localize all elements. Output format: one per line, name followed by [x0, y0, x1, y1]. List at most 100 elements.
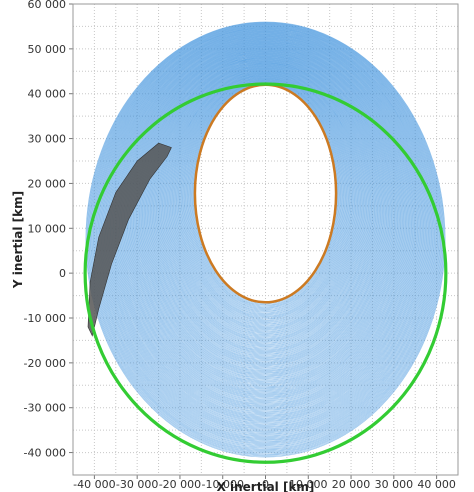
- trajectory-orbit-line: [95, 27, 436, 444]
- trajectory-orbit-line: [180, 76, 351, 324]
- trajectory-orbit-line: [143, 54, 388, 376]
- trajectory-orbit-line: [85, 21, 446, 458]
- y-tick-label: -40 000: [24, 447, 66, 460]
- trajectory-orbit-line: [176, 73, 355, 329]
- trajectory-orbit-line: [147, 57, 384, 369]
- trajectory-orbit-line: [94, 26, 437, 445]
- y-tick-label: -10 000: [24, 312, 66, 325]
- trajectory-orbit-line: [182, 77, 349, 320]
- trajectory-orbit-line: [161, 65, 370, 350]
- x-tick-label: -40 000: [73, 478, 115, 491]
- x-tick-label: 10 000: [289, 478, 328, 491]
- trajectory-orbit-line: [188, 80, 343, 312]
- trajectory-orbit-line: [154, 61, 377, 361]
- trajectory-orbit-line: [138, 52, 393, 382]
- trajectory-orbit-line: [92, 25, 439, 448]
- trajectory-orbit-line: [170, 70, 361, 337]
- trajectory-orbit-line: [164, 67, 367, 345]
- y-axis-title: Y inertial [km]: [11, 191, 25, 289]
- trajectory-orbit-line: [148, 57, 383, 368]
- trajectory-orbit-line: [175, 73, 356, 330]
- y-tick-label: 20 000: [28, 177, 67, 190]
- y-tick-label: 50 000: [28, 43, 67, 56]
- trajectory-orbit-line: [177, 74, 354, 327]
- trajectory-orbit-line: [155, 61, 376, 359]
- target-orbit-circle: [83, 82, 448, 464]
- trajectory-orbit-line: [133, 49, 398, 390]
- trajectory-orbit-line: [152, 60, 379, 363]
- trajectory-orbit-line: [157, 63, 374, 356]
- trajectory-orbit-line: [141, 54, 390, 378]
- trajectory-orbit-line: [130, 47, 401, 394]
- tick-label-layer: -40 000 -30 000 -20 000 -10 000 0 10 000 20 00…: [24, 0, 456, 491]
- trajectory-orbit-line: [134, 49, 397, 389]
- trajectory-orbit-line: [184, 78, 347, 318]
- trajectory-orbit-line: [170, 70, 361, 337]
- trajectory-orbit-line: [139, 52, 392, 381]
- trajectory-orbit-line: [190, 82, 341, 309]
- trajectory-orbit-line: [174, 72, 357, 331]
- trajectory-orbit-line: [135, 50, 396, 387]
- trajectory-orbit-line: [131, 48, 400, 393]
- trajectory-orbit-line: [181, 76, 350, 322]
- trajectory-orbit-line: [183, 77, 348, 319]
- trajectory-orbit-line: [159, 64, 372, 353]
- trajectory-orbit-line: [157, 62, 374, 356]
- trajectory-orbit-line: [97, 28, 434, 442]
- trajectory-orbit-line: [149, 58, 382, 368]
- trajectory-orbit-line: [172, 71, 359, 335]
- trajectory-orbit-line: [140, 53, 391, 380]
- trajectory-orbit-line: [146, 56, 385, 372]
- trajectory-orbit-line: [175, 73, 356, 331]
- trajectory-orbit-line: [152, 60, 379, 362]
- trajectory-orbit-line: [94, 26, 437, 446]
- trajectory-orbit-line: [163, 66, 368, 348]
- trajectory-orbit-line: [150, 58, 381, 366]
- trajectory-orbit-line: [141, 53, 390, 379]
- trajectory-orbit-line: [169, 70, 362, 338]
- y-tick-label: 30 000: [28, 133, 67, 146]
- trajectory-orbit-line: [186, 79, 345, 314]
- trajectory-orbit-line: [128, 46, 403, 397]
- y-tick-label: 0: [59, 267, 66, 280]
- trajectory-orbit-line: [129, 46, 402, 396]
- x-tick-label: 40 000: [417, 478, 456, 491]
- trajectory-orbit-line: [127, 46, 404, 398]
- x-axis-title: X inertial [km]: [217, 480, 315, 492]
- trajectory-orbit-line: [90, 24, 441, 450]
- trajectory-orbit-line: [172, 71, 359, 334]
- trajectory-orbit-line: [166, 68, 365, 344]
- trajectory-orbit-line: [93, 26, 438, 447]
- trajectory-orbit-line: [154, 61, 377, 360]
- trajectory-orbit-line: [161, 65, 370, 350]
- trajectory-orbit-line: [178, 75, 353, 326]
- y-tick-label: -30 000: [24, 402, 66, 415]
- x-tick-label: -10 000: [201, 478, 243, 491]
- trajectory-orbit-line: [95, 27, 436, 443]
- x-tick-label: -20 000: [159, 478, 201, 491]
- trajectory-orbit-line: [160, 64, 371, 351]
- trajectory-orbit-line: [185, 79, 346, 316]
- x-tick-label: 0: [262, 478, 269, 491]
- trajectory-orbit-line: [144, 55, 387, 374]
- trajectory-orbit-line: [140, 53, 391, 380]
- trajectory-orbit-line: [135, 50, 396, 386]
- y-tick-label: 10 000: [28, 222, 67, 235]
- y-tick-label: -20 000: [24, 357, 66, 370]
- plot-frame: [72, 3, 459, 476]
- trajectory-orbit-line: [145, 56, 386, 373]
- trajectory-orbit-line: [177, 74, 354, 328]
- trajectory-orbit-line: [155, 62, 376, 358]
- y-tick-label: 40 000: [28, 88, 67, 101]
- trajectory-orbit-line: [158, 63, 373, 354]
- trajectory-orbit-line: [167, 68, 364, 342]
- trajectory-orbit-line: [156, 62, 375, 357]
- trajectory-orbit-line: [167, 69, 364, 341]
- trajectory-orbit-line: [137, 51, 394, 385]
- trajectory-orbit-line: [92, 25, 439, 448]
- trajectory-orbit-line: [174, 72, 357, 332]
- trajectory-orbit-line: [173, 72, 358, 333]
- trajectory-orbit-line: [180, 76, 351, 323]
- trajectory-orbit-line: [162, 65, 369, 349]
